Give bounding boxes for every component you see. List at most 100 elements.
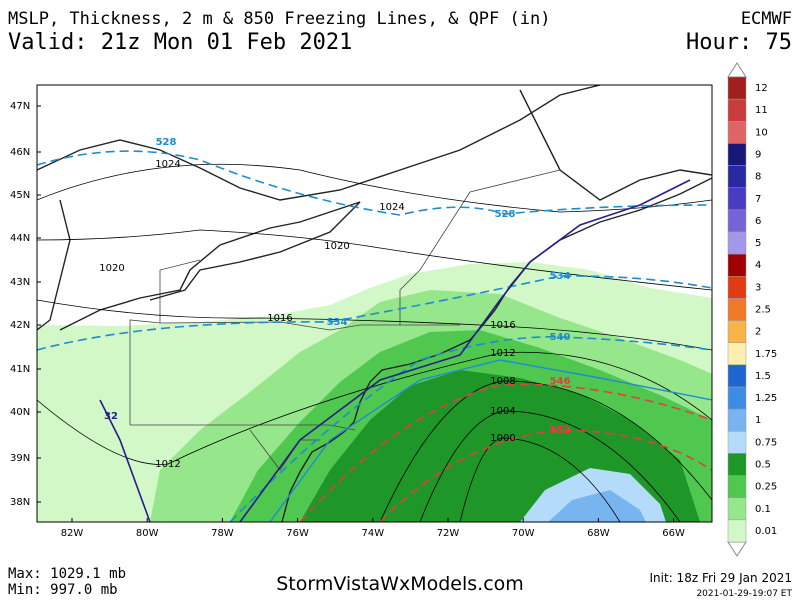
colorbar-swatch bbox=[727, 342, 747, 366]
colorbar-swatch bbox=[727, 276, 747, 299]
colorbar-swatch bbox=[727, 121, 747, 144]
lon-label: 72W bbox=[437, 528, 460, 539]
colorbar-label: 0.1 bbox=[755, 504, 771, 515]
thickness-label: 546 bbox=[550, 376, 571, 387]
colorbar-label: 0.5 bbox=[755, 460, 771, 471]
thickness-label: 528 bbox=[156, 137, 177, 148]
freezing-line-2m bbox=[269, 359, 712, 522]
lon-label: 76W bbox=[286, 528, 309, 539]
colorbar-label: 11 bbox=[755, 105, 768, 116]
lon-label: 66W bbox=[662, 528, 685, 539]
lon-label: 70W bbox=[512, 528, 535, 539]
colorbar-label: 2 bbox=[755, 327, 761, 338]
colorbar-swatch bbox=[727, 165, 747, 188]
colorbar-swatch bbox=[727, 320, 747, 343]
colorbar-label: 8 bbox=[755, 172, 761, 183]
colorbar-label: 3 bbox=[755, 282, 761, 293]
colorbar-label: 1.75 bbox=[755, 349, 777, 360]
isobar-label: 1016 bbox=[267, 313, 292, 324]
thickness-label: 540 bbox=[550, 332, 571, 343]
isobar-label: 1012 bbox=[155, 459, 180, 470]
colorbar-swatch bbox=[727, 209, 747, 233]
isobar-label: 1020 bbox=[99, 263, 124, 274]
colorbar-label: 2.5 bbox=[755, 305, 771, 316]
colorbar-swatch bbox=[727, 475, 747, 498]
timestamp: 2021-01-29-19:07 ET bbox=[696, 589, 792, 599]
isobar-label: 1004 bbox=[490, 406, 515, 417]
lon-label: 78W bbox=[211, 528, 234, 539]
colorbar-swatch bbox=[727, 187, 747, 211]
colorbar-swatch bbox=[727, 76, 747, 100]
lat-label: 44N bbox=[10, 233, 30, 244]
lat-label: 42N bbox=[10, 320, 30, 331]
lon-label: 68W bbox=[587, 528, 610, 539]
colorbar-label: 10 bbox=[755, 127, 768, 138]
colorbar-swatch bbox=[727, 408, 747, 432]
isobar-label: 1000 bbox=[490, 433, 515, 444]
colorbar-label: 9 bbox=[755, 150, 761, 161]
colorbar-label: 0.25 bbox=[755, 482, 777, 493]
isobar-label: 1024 bbox=[155, 159, 180, 170]
max-pressure: Max: 1029.1 mb bbox=[8, 566, 126, 582]
qpf-area bbox=[548, 490, 646, 522]
thickness-label: 552 bbox=[550, 425, 571, 436]
colorbar-swatch bbox=[727, 253, 747, 277]
thickness-label: 534 bbox=[550, 271, 571, 282]
lat-label: 43N bbox=[10, 277, 30, 288]
lat-label: 41N bbox=[10, 364, 30, 375]
colorbar-swatch bbox=[727, 431, 747, 454]
lat-label: 47N bbox=[10, 101, 30, 112]
lat-label: 38N bbox=[10, 497, 30, 508]
colorbar-label: 0.75 bbox=[755, 437, 777, 448]
colorbar-label: 12 bbox=[755, 83, 768, 94]
colorbar-label: 0.01 bbox=[755, 526, 777, 537]
model: ECMWF bbox=[741, 9, 792, 29]
colorbar-swatch bbox=[727, 364, 747, 388]
colorbar-swatch bbox=[727, 298, 747, 321]
lon-label: 80W bbox=[136, 528, 159, 539]
map-frame bbox=[36, 84, 713, 523]
graticule-labels: 47N 46N 45N 44N 43N 42N 41N 40N 39N 38N 82W 80W 78W 7… bbox=[10, 101, 685, 539]
isobar-label: 1016 bbox=[490, 320, 515, 331]
isobar-label: 1012 bbox=[490, 348, 515, 359]
map: 1024 1024 1020 1020 1016 1016 1012 1012 … bbox=[10, 84, 713, 539]
colorbar-swatch bbox=[727, 519, 747, 543]
colorbar-label: 1.25 bbox=[755, 393, 777, 404]
colorbar-swatch bbox=[727, 231, 747, 255]
colorbar-label: 1 bbox=[755, 415, 761, 426]
lon-label: 74W bbox=[361, 528, 384, 539]
freezing-label: 32 bbox=[104, 411, 118, 422]
colorbar-arrow bbox=[727, 62, 747, 78]
lat-label: 45N bbox=[10, 190, 30, 201]
colorbar-label: 1.5 bbox=[755, 371, 771, 382]
isobar-label: 1020 bbox=[324, 241, 349, 252]
colorbar-arrow bbox=[727, 541, 747, 557]
site: StormVistaWxModels.com bbox=[276, 573, 524, 595]
thickness-lines bbox=[37, 150, 712, 522]
colorbar-swatch bbox=[727, 98, 747, 122]
lon-label: 82W bbox=[61, 528, 84, 539]
min-pressure: Min: 997.0 mb bbox=[8, 582, 118, 598]
thickness-label: 534 bbox=[327, 317, 348, 328]
title: MSLP, Thickness, 2 m & 850 Freezing Line… bbox=[8, 9, 550, 29]
lat-label: 40N bbox=[10, 407, 30, 418]
lat-label: 46N bbox=[10, 147, 30, 158]
colorbar-swatch bbox=[727, 453, 747, 476]
colorbar-swatch bbox=[727, 143, 747, 166]
colorbar-label: 7 bbox=[755, 194, 761, 205]
freezing-line bbox=[99, 179, 691, 522]
valid-time: Valid: 21z Mon 01 Feb 2021 bbox=[8, 30, 352, 55]
colorbar-swatch bbox=[727, 497, 747, 521]
isobar-label: 1008 bbox=[490, 376, 515, 387]
colorbar-label: 5 bbox=[755, 238, 761, 249]
isobar-label: 1024 bbox=[379, 202, 404, 213]
colorbar-label: 6 bbox=[755, 216, 761, 227]
lat-label: 39N bbox=[10, 453, 30, 464]
thickness-label: 528 bbox=[495, 209, 516, 220]
colorbar-label: 4 bbox=[755, 260, 761, 271]
colorbar-swatch bbox=[727, 386, 747, 410]
init-time: Init: 18z Fri 29 Jan 2021 bbox=[650, 571, 792, 585]
forecast-hour: Hour: 75 bbox=[686, 30, 792, 55]
colorbar: 12 11 10 9 8 7 6 5 4 3 2.5 2 1.75 1.5 1.25 1 0.75 0.5 0.25… bbox=[727, 62, 777, 557]
